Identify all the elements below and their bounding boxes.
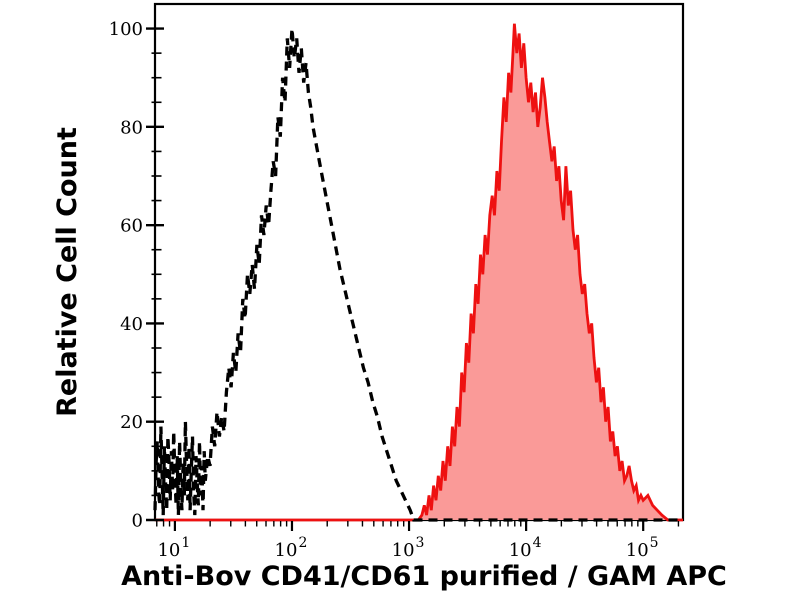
y-tick-label: 100 [109, 19, 143, 40]
stained-sample-curve [155, 23, 683, 522]
stained-sample-curve-fill [155, 23, 683, 520]
tick-label-layer: 0 20 40 60 80 100 101 102 103 104 105 [109, 19, 659, 561]
x-tick-label: 103 [392, 535, 425, 561]
series-layer [153, 23, 683, 522]
y-tick-label: 20 [120, 412, 143, 433]
negative-control-curve [153, 28, 683, 522]
y-axis-title: Relative Cell Count [52, 127, 83, 417]
tick-layer [146, 27, 680, 531]
x-tick-label: 101 [157, 535, 190, 561]
x-tick-label: 105 [626, 535, 659, 561]
x-tick-label: 102 [275, 535, 308, 561]
y-tick-label: 40 [120, 314, 143, 335]
y-tick-label: 0 [132, 511, 143, 532]
y-tick-label: 60 [120, 216, 143, 237]
x-tick-label: 104 [509, 535, 542, 561]
y-tick-label: 80 [120, 117, 143, 138]
x-axis-title: Anti-Bov CD41/CD61 purified / GAM APC [121, 561, 727, 592]
